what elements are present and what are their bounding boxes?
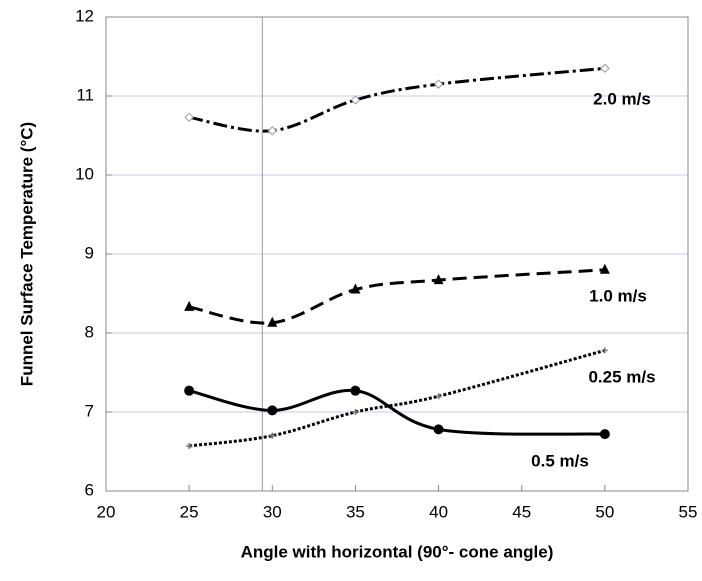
marker: [350, 385, 361, 396]
marker: [435, 393, 442, 400]
series-line: [188, 348, 606, 448]
marker: [184, 112, 194, 123]
marker: [184, 300, 195, 311]
series-label: 0.25 m/s: [588, 367, 655, 386]
marker: [184, 385, 195, 396]
series-line: [188, 388, 605, 436]
marker: [433, 79, 444, 89]
marker: [601, 347, 608, 354]
y-tick-label: 7: [85, 401, 94, 420]
y-tick-label: 9: [85, 243, 94, 262]
series-line: [188, 268, 605, 325]
series-label: 1.0 m/s: [589, 286, 647, 305]
x-tick-label: 30: [263, 502, 282, 521]
series-line: [188, 66, 605, 133]
x-tick-label: 55: [679, 502, 698, 521]
y-tick-label: 6: [85, 480, 94, 499]
series-label: 0.5 m/s: [531, 451, 589, 470]
x-tick-label: 45: [512, 502, 531, 521]
y-axis-title: Funnel Surface Temperature (°C): [17, 122, 36, 386]
x-axis-title: Angle with horizontal (90°- cone angle): [241, 542, 554, 561]
y-tick-label: 8: [85, 322, 94, 341]
marker: [600, 63, 610, 74]
marker: [269, 432, 276, 439]
marker: [599, 429, 610, 440]
x-tick-label: 35: [346, 502, 365, 521]
marker: [350, 95, 361, 105]
marker: [350, 283, 361, 294]
marker: [433, 424, 444, 435]
marker: [599, 263, 610, 274]
x-tick-label: 25: [180, 502, 199, 521]
series-label: 2.0 m/s: [593, 89, 651, 108]
y-tick-label: 12: [75, 6, 94, 25]
marker: [352, 409, 359, 415]
marker: [267, 126, 277, 136]
marker: [267, 316, 278, 327]
y-tick-label: 11: [76, 85, 94, 104]
x-tick-label: 20: [97, 502, 116, 521]
y-tick-label: 10: [75, 164, 94, 183]
x-tick-label: 50: [595, 502, 614, 521]
marker: [433, 274, 444, 285]
marker: [267, 405, 278, 416]
x-tick-label: 40: [429, 502, 448, 521]
marker: [186, 442, 193, 449]
plot-frame: [105, 16, 689, 492]
